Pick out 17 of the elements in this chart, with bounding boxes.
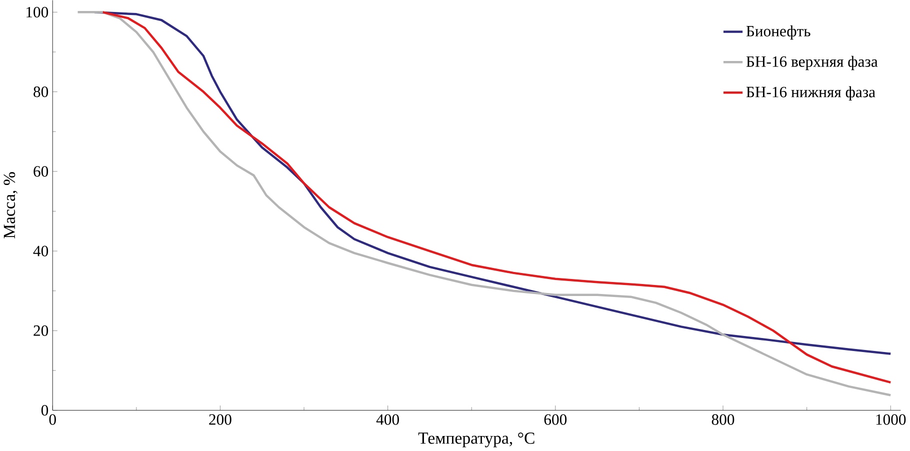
y-tick-label: 100 [26,6,48,18]
y-tick-label: 0 [41,405,48,416]
y-tick-label: 40 [33,246,48,256]
x-tick-label: 600 [544,414,567,425]
y-tick-label: 80 [34,86,48,98]
legend-label: Бионефть [746,25,810,40]
x-tick-label: 0 [49,414,56,425]
x-axis-title: Температура, °C [418,432,534,448]
x-tick-label: 200 [209,414,232,425]
x-tick-label: 1000 [876,414,906,425]
x-tick-label: 800 [712,414,734,425]
legend-label: БН-16 верхняя фаза [746,56,878,70]
y-tick-label: 60 [34,166,48,177]
y-axis-title: Масса, % [4,172,18,238]
x-tick-label: 400 [376,414,399,425]
y-tick-label: 20 [34,325,48,336]
legend-label: БН-16 нижняя фаза [746,86,876,101]
